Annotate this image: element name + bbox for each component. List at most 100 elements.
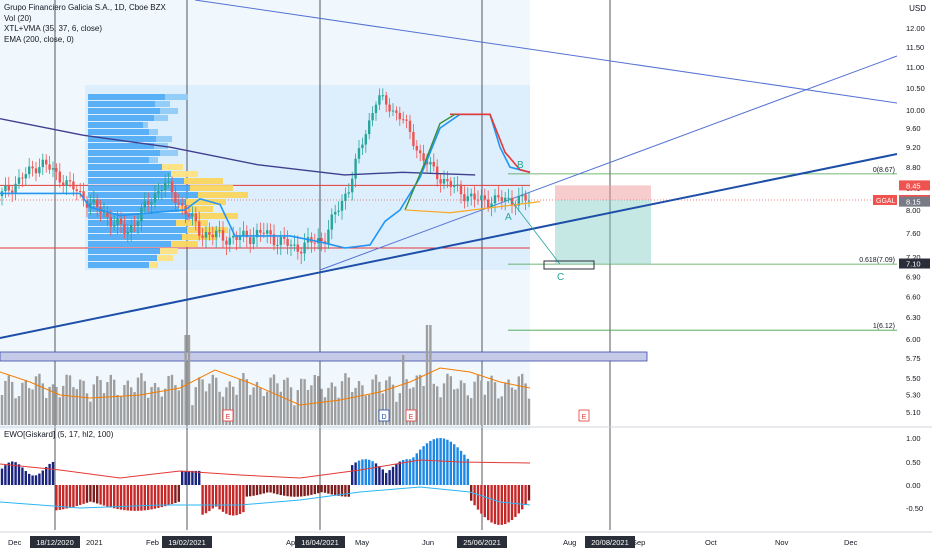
ewo-bar-152 [517, 485, 520, 514]
volume-bar-40 [136, 377, 140, 425]
candle-body-5 [17, 177, 21, 184]
ewo-bar-75 [255, 485, 259, 496]
volume-bar-55 [187, 335, 191, 425]
ewo-bar-127 [432, 439, 435, 485]
candle-body-20 [68, 180, 72, 182]
ewo-bar-24 [82, 485, 85, 504]
volume-bar-8 [28, 388, 31, 425]
symbol-badge-bg [873, 194, 897, 205]
ewo-bar-92 [313, 485, 316, 495]
candle-body-82 [279, 236, 282, 245]
ewo-bar-121 [412, 457, 415, 485]
ewo-bar-125 [425, 443, 429, 485]
candle-body-115 [391, 110, 395, 112]
candle-body-144 [490, 203, 493, 208]
ewo-bar-97 [330, 485, 333, 495]
volume-bar-35 [119, 396, 123, 425]
volume-bar-46 [157, 387, 160, 425]
chart-title: Grupo Financiero Galicia S.A., 1D, Cboe … [4, 3, 166, 12]
candle-body-152 [517, 196, 520, 206]
candle-body-24 [82, 191, 85, 201]
candle-body-136 [463, 194, 466, 202]
ewo-bar-6 [21, 467, 24, 485]
vp-row-yellow-23 [157, 255, 173, 261]
vp-row-blue-13 [88, 185, 190, 191]
volume-bar-42 [143, 381, 146, 425]
volume-bar-7 [24, 379, 27, 425]
volume-bar-30 [102, 393, 106, 425]
volume-bar-97 [330, 382, 333, 425]
ewo-bar-7 [24, 471, 27, 485]
volume-bar-72 [245, 379, 248, 425]
volume-bar-57 [194, 387, 197, 425]
volume-bar-70 [238, 379, 242, 425]
volume-bar-88 [300, 378, 303, 425]
volume-bar-18 [62, 385, 65, 425]
candle-body-119 [405, 119, 408, 121]
candle-body-55 [187, 214, 191, 217]
volume-bar-117 [398, 393, 401, 425]
candle-body-72 [245, 230, 248, 238]
ewo-bar-101 [344, 485, 347, 497]
ewo-bar-10 [34, 475, 38, 485]
volume-bar-39 [133, 392, 136, 425]
volume-bar-130 [442, 383, 446, 425]
vp-row-blue-9 [88, 157, 149, 163]
volume-bar-90 [306, 389, 310, 425]
time-label-7: Sep [632, 538, 645, 547]
ewo-bar-5 [17, 464, 21, 485]
vp-row-yellow-4 [143, 122, 148, 128]
volume-bar-75 [255, 381, 259, 425]
date-badge-1: 19/02/2021 [168, 538, 206, 547]
vp-row-blue-24 [88, 262, 149, 268]
vp-row-blue-1 [88, 101, 155, 107]
candle-body-36 [123, 223, 126, 234]
ewo-bar-25 [85, 485, 89, 503]
price-tick-4: 10.00 [906, 106, 925, 115]
ewo-bar-145 [493, 485, 497, 525]
volume-bar-31 [106, 382, 109, 425]
candle-body-145 [493, 195, 497, 204]
vp-row-blue-21 [88, 241, 171, 247]
ewo-bar-4 [14, 462, 17, 485]
ewo-bar-46 [157, 485, 160, 508]
candle-body-21 [72, 181, 75, 190]
volume-bar-152 [517, 376, 520, 425]
date-badge-3: 25/06/2021 [463, 538, 501, 547]
ewo-bar-44 [150, 485, 153, 510]
candle-body-31 [106, 212, 109, 218]
ewo-bar-8 [28, 473, 31, 485]
volume-bar-87 [296, 390, 299, 425]
time-label-10: Dec [844, 538, 858, 547]
candle-body-56 [191, 213, 194, 217]
vp-row-blue-18 [88, 220, 176, 226]
volume-bar-45 [153, 382, 157, 425]
volume-bar-138 [470, 398, 473, 425]
candle-body-97 [330, 214, 333, 230]
candle-body-123 [419, 150, 422, 154]
candle-body-104 [354, 158, 357, 179]
ewo-bar-54 [184, 470, 187, 485]
price-tick-15: 6.00 [906, 335, 921, 344]
candle-body-59 [201, 235, 204, 238]
ewo-bar-88 [300, 485, 303, 497]
candle-body-49 [167, 181, 170, 183]
volume-bar-96 [327, 387, 330, 425]
ewo-bar-147 [500, 485, 503, 525]
volume-bar-127 [432, 383, 435, 425]
ewo-bar-153 [521, 485, 524, 510]
volume-bar-21 [72, 387, 75, 425]
price-tick-18: 5.30 [906, 391, 921, 400]
candle-body-69 [235, 236, 238, 240]
volume-bar-78 [266, 391, 269, 425]
volume-bar-125 [425, 325, 429, 425]
vp-row-yellow-9 [149, 157, 158, 163]
volume-bar-9 [31, 389, 34, 425]
ewo-bar-122 [415, 453, 418, 485]
volume-bar-67 [228, 381, 231, 425]
ewo-bar-64 [218, 485, 221, 510]
volume-bar-146 [497, 398, 500, 425]
ewo-bar-120 [408, 459, 412, 485]
candle-body-101 [344, 193, 347, 201]
